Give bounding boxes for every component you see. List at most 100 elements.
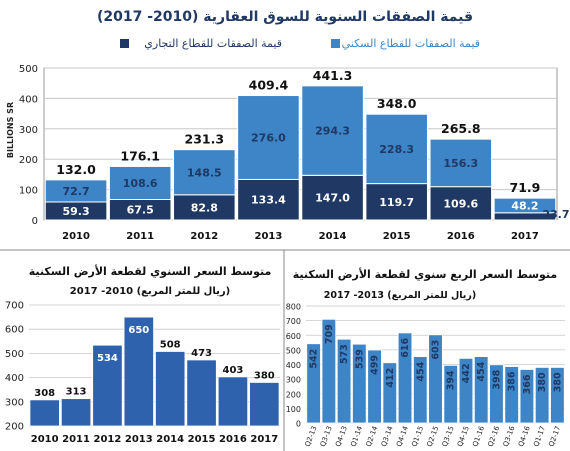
main-x-tick-label: 2017 (511, 231, 539, 242)
quarterly-y-tick-label: 400 (286, 361, 301, 370)
quarterly-bar (550, 367, 565, 424)
annual-x-tick-label: 2013 (125, 434, 153, 445)
quarterly-bars: 542 709 573 539 499 412 616 454 603 394 442 454 398 3… (306, 318, 565, 424)
quarterly-y-tick-label: 300 (286, 376, 301, 385)
legend-label-commercial: قيمة الصفقات للقطاع التجاري (144, 37, 282, 50)
annual-value-label: 313 (66, 387, 87, 398)
annual-bars: 308 313 534 650 508 473 403 380 (29, 316, 280, 427)
quarterly-x-tick-label: Q4-16 (517, 424, 532, 447)
quarterly-value-label: 366 (522, 374, 533, 394)
annual-bar (186, 359, 217, 427)
quarterly-x-tick-label: Q4-14 (395, 424, 410, 447)
annual-value-label: 534 (97, 353, 118, 364)
commercial-bar (173, 194, 236, 221)
quarterly-y-tick-label: 0 (296, 420, 301, 429)
residential-bar (301, 85, 364, 176)
annual-value-label: 508 (160, 339, 181, 350)
quarterly-x-tick-label: Q2-16 (486, 424, 501, 447)
residential-value-label: 294.3 (315, 125, 350, 138)
main-y-tick-label: 500 (19, 64, 38, 75)
main-y-tick-label: 300 (19, 125, 38, 136)
annual-value-label: 308 (34, 388, 55, 399)
residential-bar (173, 149, 236, 196)
quarterly-bar (306, 343, 321, 424)
total-value-label: 265.8 (441, 121, 481, 136)
quarterly-x-tick-label: Q4-15 (456, 425, 471, 448)
residential-bar (44, 179, 108, 203)
quarterly-x-tick-label: Q1-17 (532, 425, 547, 448)
annual-bar (29, 399, 60, 427)
quarterly-x-tick-label: Q1-14 (349, 424, 364, 447)
total-value-label: 441.3 (313, 68, 353, 83)
quarterly-x-tick-label: Q3-14 (380, 424, 395, 447)
annual-chart-subtitle: (ريال للمتر المربع) 2010- 2017 (70, 286, 230, 297)
main-x-tick-label: 2015 (383, 231, 411, 242)
quarterly-value-label: 709 (324, 324, 335, 344)
quarterly-bar (473, 356, 489, 424)
quarterly-value-label: 616 (400, 338, 411, 358)
quarterly-value-label: 412 (385, 368, 396, 388)
quarterly-bar (336, 338, 352, 424)
annual-value-label: 403 (223, 365, 244, 376)
quarterly-x-tick-label: Q3-16 (502, 424, 517, 447)
quarterly-bar (504, 366, 519, 424)
quarterly-bar (428, 334, 443, 424)
total-value-label: 409.4 (249, 78, 289, 93)
commercial-bar (237, 178, 300, 221)
main-x-tick-labels: 2010 2011 2012 2013 2014 2015 2016 2017 (62, 231, 539, 242)
quarterly-x-tick-label: Q1-15 (410, 425, 425, 448)
annual-bar (217, 376, 249, 427)
main-x-tick-label: 2012 (190, 231, 218, 242)
main-x-tick-label: 2013 (255, 231, 283, 242)
residential-value-label: 72.7 (62, 185, 89, 198)
main-x-tick-label: 2010 (62, 231, 90, 242)
total-value-label: 176.1 (120, 148, 160, 163)
legend-label-residential: قيمة الصفقات للقطاع السكني (342, 37, 480, 50)
quarterly-chart-subtitle: (ريال للمتر المربع) 2013- 2017 (324, 290, 476, 301)
annual-bar (155, 351, 186, 427)
annual-value-label: 380 (254, 370, 275, 381)
quarterly-value-label: 442 (461, 363, 472, 383)
total-value-label: 231.3 (185, 132, 225, 147)
quarterly-bar (382, 362, 398, 424)
residential-bar (429, 138, 493, 188)
residential-value-label: 276.0 (251, 131, 286, 144)
annual-bar (123, 316, 154, 427)
residential-value-label: 228.3 (379, 143, 414, 156)
quarterly-x-tick-label: Q2-14 (365, 424, 380, 447)
main-y-tick-label: 0 (32, 216, 38, 227)
quarterly-y-tick-label: 100 (286, 405, 301, 414)
main-y-tick-label: 200 (19, 155, 38, 166)
commercial-value-label: 109.6 (443, 197, 478, 210)
annual-y-tick-label: 600 (5, 325, 24, 336)
main-chart-legend: قيمة الصفقات للقطاع السكني قيمة الصفقات ل… (120, 37, 480, 50)
quarterly-value-label: 394 (446, 370, 457, 390)
quarterly-value-label: 454 (415, 361, 426, 381)
quarterly-x-tick-label: Q3-13 (319, 425, 334, 448)
quarterly-y-tick-label: 700 (286, 317, 301, 326)
annual-y-tick-label: 500 (5, 349, 24, 360)
quarterly-price-chart: متوسط السعر الربع سنوي لقطعة الأرض السكن… (286, 267, 565, 448)
quarterly-value-label: 573 (339, 344, 350, 364)
quarterly-x-tick-labels: Q2-13 Q3-13 Q4-13 Q1-14 Q2-14 Q3-14 Q4-14 Q1-15… (304, 424, 563, 447)
quarterly-bar (321, 318, 337, 424)
quarterly-x-tick-label: Q2-17 (547, 425, 562, 448)
quarterly-bar (458, 357, 474, 424)
quarterly-chart-title: متوسط السعر الربع سنوي لقطعة الأرض السكن… (293, 267, 557, 281)
main-chart-title: قيمة الصفقات السنوية للسوق العقارية (201… (97, 9, 473, 25)
residential-bar (237, 95, 300, 180)
quarterly-bar (413, 356, 428, 424)
quarterly-x-tick-label: Q4-13 (334, 425, 349, 448)
commercial-value-label: 133.4 (251, 194, 286, 207)
annual-bar (92, 344, 123, 427)
annual-x-tick-label: 2014 (156, 434, 184, 445)
annual-chart-title: متوسط السعر السنوي لقطعة الأرض السكنية (29, 264, 272, 278)
quarterly-bar (367, 349, 382, 424)
quarterly-y-tick-label: 800 (286, 303, 301, 312)
quarterly-value-label: 386 (507, 371, 518, 391)
residential-bar (108, 165, 172, 200)
quarterly-y-tick-label: 600 (286, 332, 301, 341)
quarterly-bar (489, 364, 504, 424)
quarterly-bar (519, 369, 535, 424)
